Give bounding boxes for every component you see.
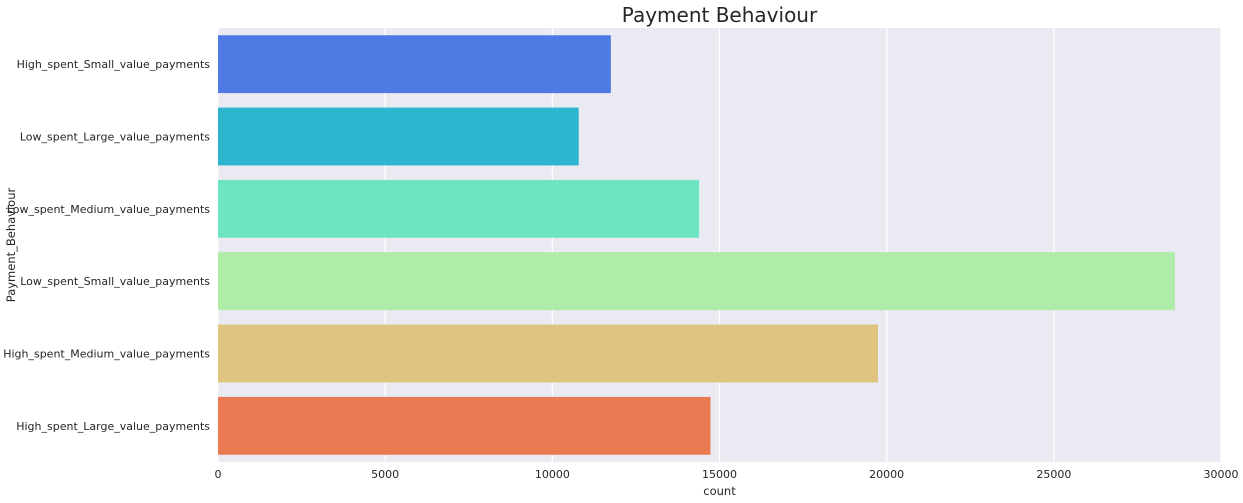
bar-high-spent-small-value-payments: [218, 35, 611, 94]
y-tick-label: Low_spent_Small_value_payments: [20, 275, 210, 288]
y-tick-label: High_spent_Small_value_payments: [17, 58, 211, 71]
bar-low-spent-small-value-payments: [218, 252, 1175, 311]
bar-high-spent-large-value-payments: [218, 396, 711, 455]
x-tick-label: 5000: [371, 468, 399, 481]
grid-lines: [217, 28, 1222, 462]
bar-high-spent-medium-value-payments: [218, 324, 878, 383]
x-tick-label: 15000: [702, 468, 737, 481]
chart-title: Payment Behaviour: [622, 3, 818, 27]
x-tick-labels: 0 5000 10000 15000 20000 25000 30000: [215, 468, 1239, 481]
y-tick-label: High_spent_Large_value_payments: [16, 420, 210, 433]
y-tick-label: Low_spent_Large_value_payments: [20, 131, 210, 144]
x-tick-label: 10000: [535, 468, 570, 481]
bar-low-spent-medium-value-payments: [218, 179, 700, 238]
y-tick-label: High_spent_Medium_value_payments: [3, 348, 210, 361]
x-axis-label: count: [703, 484, 736, 498]
bars: [218, 35, 1175, 455]
y-tick-label: Low_spent_Medium_value_payments: [7, 203, 210, 216]
x-tick-label: 20000: [869, 468, 904, 481]
y-axis-label: Payment_Behaviour: [4, 188, 18, 303]
x-tick-label: 30000: [1204, 468, 1239, 481]
bar-low-spent-large-value-payments: [218, 107, 579, 166]
x-tick-label: 0: [215, 468, 222, 481]
y-tick-labels: High_spent_Small_value_payments Low_spent…: [3, 58, 210, 433]
x-tick-label: 25000: [1036, 468, 1071, 481]
